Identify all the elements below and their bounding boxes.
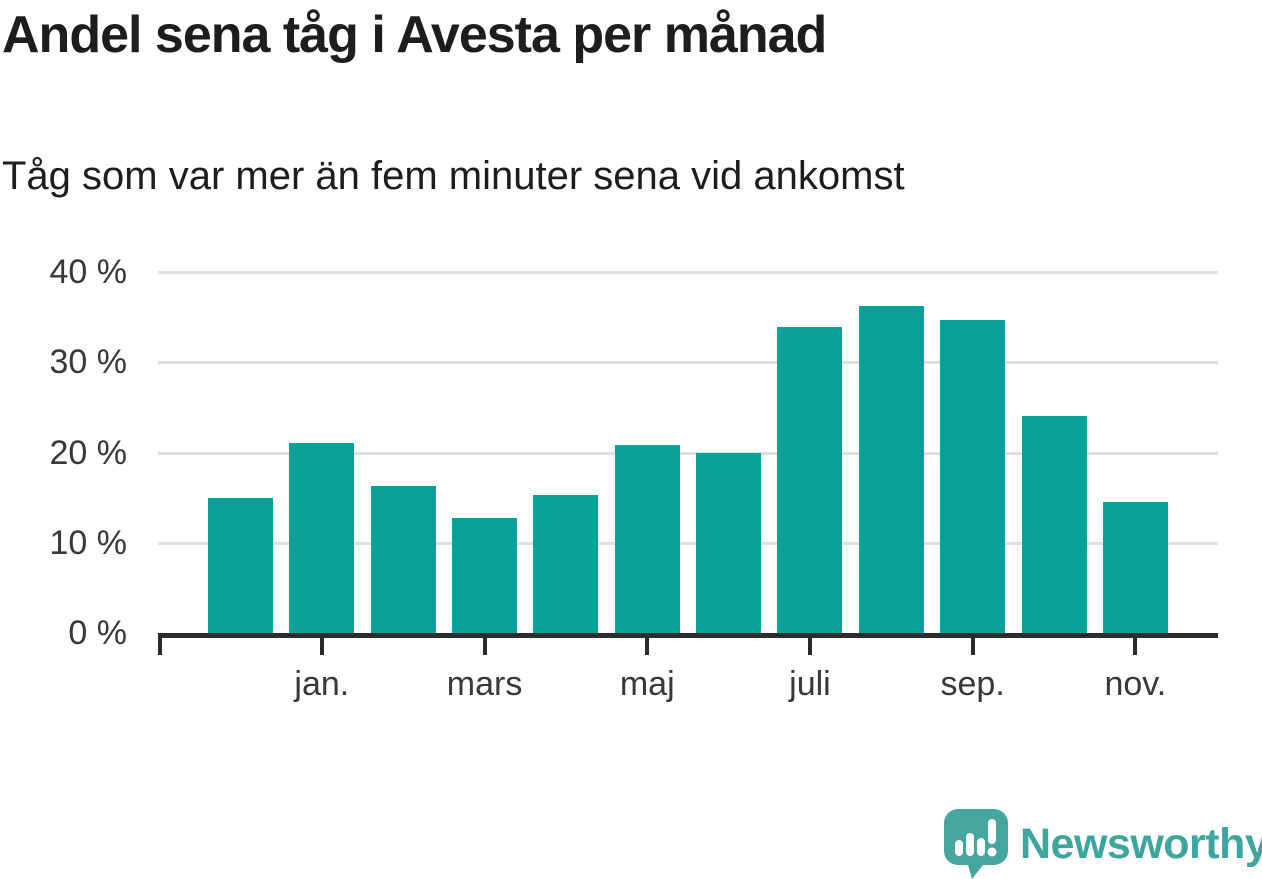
- x-tick-label-maj: maj: [619, 665, 675, 703]
- bar-aug.: [858, 306, 924, 633]
- x-tick-label-jan.: jan.: [294, 665, 350, 703]
- bar-feb.: [370, 485, 436, 633]
- bar-okt.: [1021, 416, 1087, 633]
- bar-juni: [696, 452, 762, 633]
- x-tick-juli: [807, 638, 812, 655]
- x-tick-label-nov.: nov.: [1104, 665, 1167, 703]
- bar-juli: [777, 327, 843, 633]
- x-axis-line: [158, 633, 1218, 638]
- x-tick-label-sep.: sep.: [940, 665, 1005, 703]
- x-tick-sep.: [970, 638, 975, 655]
- newsworthy-logo: Newsworthy: [944, 809, 1262, 879]
- x-tick-label-juli: juli: [789, 665, 831, 703]
- bar-maj: [614, 445, 680, 633]
- bar-jan.: [289, 443, 355, 633]
- gridline-30: [158, 361, 1218, 365]
- gridline-40: [158, 271, 1218, 274]
- bar-dec.: [208, 497, 273, 633]
- y-tick-label-30: 30 %: [49, 343, 128, 382]
- y-tick-label-0: 0 %: [68, 614, 127, 652]
- x-tick-origin: [158, 638, 162, 655]
- chart-subtitle: Tåg som var mer än fem minuter sena vid …: [2, 154, 905, 198]
- bar-apr.: [533, 494, 599, 633]
- plot-area: [158, 271, 1218, 633]
- y-tick-label-20: 20 %: [49, 433, 128, 472]
- bar-sep.: [940, 319, 1006, 633]
- newsworthy-wordmark: Newsworthy: [1020, 819, 1262, 868]
- gridline-10: [158, 541, 1218, 545]
- x-tick-label-mars: mars: [446, 665, 523, 703]
- bar-nov.: [1102, 502, 1168, 633]
- x-tick-nov.: [1133, 638, 1138, 655]
- y-tick-label-10: 10 %: [49, 523, 128, 562]
- x-tick-jan.: [319, 638, 324, 655]
- newsworthy-bubble-barchart-icon: [944, 809, 1008, 879]
- y-tick-label-40: 40 %: [49, 253, 128, 291]
- bar-mars: [452, 518, 518, 633]
- gridline-20: [158, 451, 1218, 455]
- x-tick-mars: [482, 638, 487, 655]
- x-tick-maj: [645, 638, 650, 655]
- chart-title: Andel sena tåg i Avesta per månad: [2, 6, 827, 64]
